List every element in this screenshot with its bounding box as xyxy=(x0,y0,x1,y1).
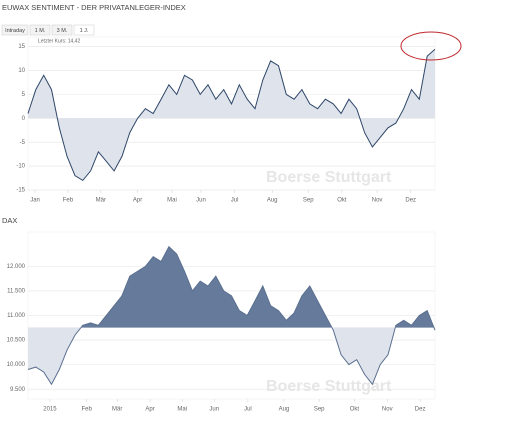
y-tick-label: -5 xyxy=(20,140,26,146)
x-tick-label: Okt xyxy=(337,198,347,204)
range-button[interactable] xyxy=(1,24,29,36)
x-tick-label: Mär xyxy=(112,407,122,413)
y-tick-label: -15 xyxy=(16,188,25,194)
x-tick-label: Jun xyxy=(196,198,206,204)
x-tick-label: Aug xyxy=(279,407,290,413)
x-tick-label: Nov xyxy=(372,198,383,204)
watermark: Boerse Stuttgart xyxy=(266,169,392,186)
area-above xyxy=(28,246,435,328)
y-tick-label: 9.500 xyxy=(10,387,26,393)
y-tick-label: 12.000 xyxy=(7,264,26,270)
range-button[interactable] xyxy=(29,24,51,36)
range-button-label[interactable]: 3 M. xyxy=(57,28,68,34)
y-tick-label: 0 xyxy=(22,116,26,122)
x-tick-label: Apr xyxy=(133,198,142,204)
range-button-label[interactable]: Intraday xyxy=(5,28,25,34)
x-tick-label: Jul xyxy=(244,407,252,413)
x-tick-label: Feb xyxy=(63,198,74,204)
x-tick-label: 2015 xyxy=(43,407,57,413)
y-tick-label: 10.000 xyxy=(7,362,26,368)
x-tick-label: Mai xyxy=(177,407,187,413)
highlight-ellipse xyxy=(400,31,462,61)
y-tick-label: 15 xyxy=(18,44,25,50)
x-tick-label: Sep xyxy=(314,407,325,413)
watermark: Boerse Stuttgart xyxy=(266,378,392,395)
x-tick-label: Okt xyxy=(350,407,360,413)
y-tick-label: 5 xyxy=(22,92,26,98)
y-tick-label: 10 xyxy=(18,68,25,74)
y-tick-label: -10 xyxy=(16,164,25,170)
range-button-label[interactable]: 1 M. xyxy=(35,28,46,34)
x-tick-label: Dez xyxy=(405,198,416,204)
x-tick-label: Feb xyxy=(82,407,93,413)
line xyxy=(27,245,436,386)
area-below xyxy=(28,327,435,385)
y-tick-label: 10.500 xyxy=(7,338,26,344)
x-tick-label: Jul xyxy=(231,198,239,204)
x-tick-label: Jan xyxy=(30,198,40,204)
y-tick-label: 11.500 xyxy=(7,289,26,295)
chart-title: EUWAX SENTIMENT - DER PRIVATANLEGER-INDE… xyxy=(2,3,186,12)
range-button[interactable] xyxy=(73,24,95,36)
range-button[interactable] xyxy=(51,24,73,36)
x-tick-label: Mai xyxy=(167,198,177,204)
x-tick-label: Aug xyxy=(267,198,278,204)
x-tick-label: Dez xyxy=(415,407,426,413)
line xyxy=(27,48,436,182)
x-tick-label: Nov xyxy=(382,407,393,413)
range-button-label[interactable]: 1 J. xyxy=(80,28,89,34)
area-below xyxy=(57,118,399,181)
x-tick-label: Mär xyxy=(96,198,106,204)
x-tick-label: Jun xyxy=(209,407,219,413)
x-tick-label: Sep xyxy=(303,198,314,204)
y-tick-label: 11.000 xyxy=(7,313,26,319)
annotation: Letzter Kurs: 14,42 xyxy=(38,38,80,44)
chart-title: DAX xyxy=(2,216,17,225)
x-tick-label: Apr xyxy=(145,407,154,413)
